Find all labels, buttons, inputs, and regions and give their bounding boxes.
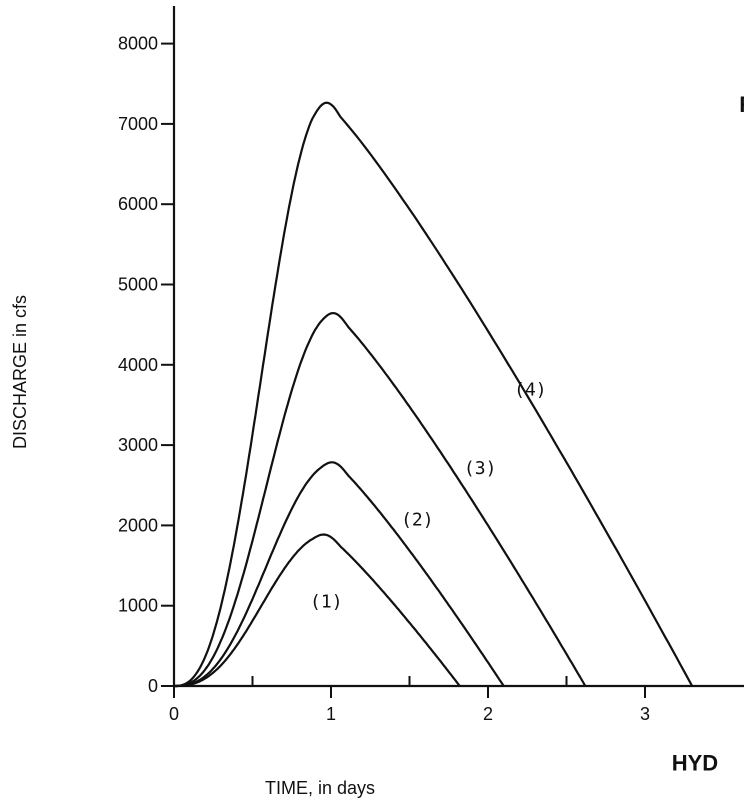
y-tick-label: 0: [148, 676, 158, 696]
chart-ticks: [161, 42, 646, 698]
y-tick-label: 8000: [118, 34, 158, 54]
edge-text: R: [739, 92, 744, 117]
y-tick-label: 2000: [118, 515, 158, 535]
chart-curve-labels: (1) (2) (3) (4): [310, 379, 547, 612]
x-tick-label: 3: [640, 704, 650, 724]
hydrograph-curve-3: [174, 312, 587, 688]
y-tick-label: 3000: [118, 435, 158, 455]
x-tick-label: 2: [483, 704, 493, 724]
hydrograph-curve-1: [174, 533, 461, 688]
y-tick-label: 1000: [118, 596, 158, 616]
y-tick-label: 5000: [118, 275, 158, 295]
x-tick-label: 0: [169, 704, 179, 724]
hydrograph-curve-4: [174, 101, 694, 688]
curve-label-1: (1): [310, 591, 343, 612]
chart-edge-text: R HYD: [672, 92, 744, 775]
x-tick-label: 1: [326, 704, 336, 724]
curve-label-2: (2): [401, 509, 434, 530]
chart-curves: [174, 101, 694, 688]
y-tick-label: 4000: [118, 355, 158, 375]
chart-tick-labels: 0 1000 2000 3000 4000 5000 6000 7000 8000 0 1 2 3: [118, 34, 650, 724]
curve-label-4: (4): [514, 379, 547, 400]
curve-label-3: (3): [464, 458, 497, 479]
y-axis-title: DISCHARGE in cfs: [10, 295, 30, 449]
hydrograph-curve-2: [174, 461, 505, 688]
x-axis-title: TIME, in days: [265, 778, 375, 798]
y-tick-label: 7000: [118, 114, 158, 134]
edge-text: HYD: [672, 750, 718, 775]
y-tick-label: 6000: [118, 194, 158, 214]
